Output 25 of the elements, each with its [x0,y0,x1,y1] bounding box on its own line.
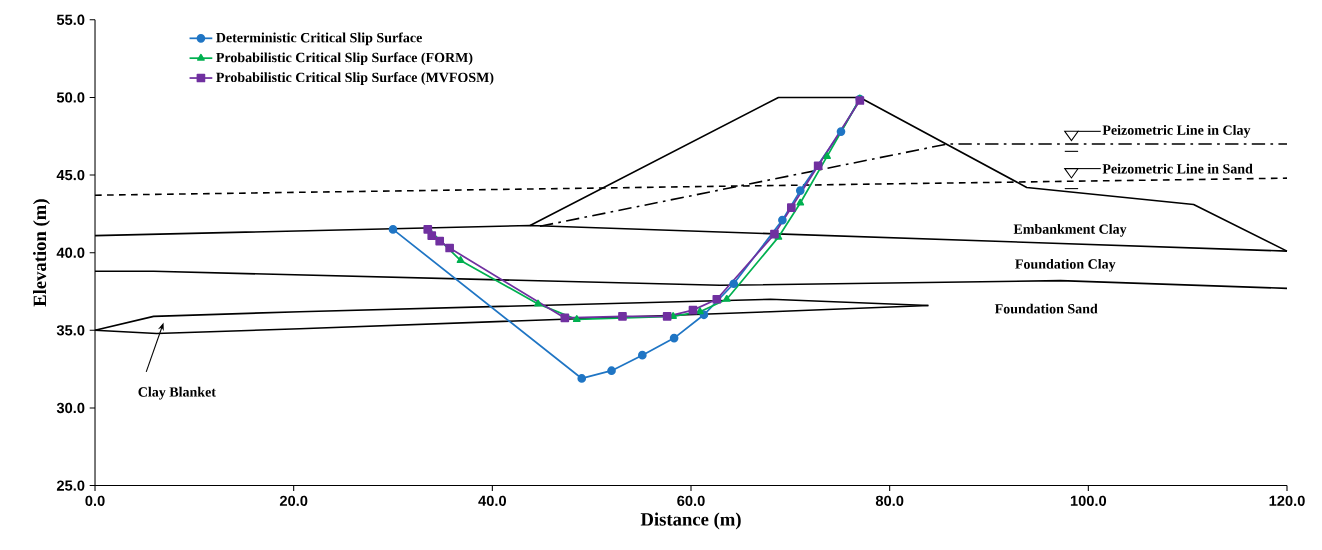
x-tick-label: 40.0 [478,495,506,507]
y-tick-label: 55.0 [56,14,85,25]
x-tick-label: 80.0 [875,495,904,507]
annotation: Foundation Sand [994,303,1098,314]
legend-label: Probabilistic Critical Slip Surface (MVFOSM) [216,72,494,85]
annotation: Embankment Clay [1013,223,1127,237]
annotation: Foundation Clay [1015,258,1116,272]
x-tick-label: 0.0 [85,495,105,507]
y-tick-label: 45.0 [56,169,85,181]
x-axis-title: Distance (m) [640,512,741,530]
x-tick-label: 100.0 [1070,495,1107,507]
annotation: Peizometric Line in Sand [1102,163,1253,174]
y-axis-title: Elevation (m) [33,199,50,307]
legend-label: Deterministic Critical Slip Surface [216,32,422,46]
y-tick-label: 30.0 [56,402,85,414]
x-tick-label: 60.0 [677,495,705,507]
y-tick-label: 40.0 [56,247,85,258]
annotation: Clay Blanket [138,386,216,400]
y-tick-label: 25.0 [56,480,85,491]
annotation: Peizometric Line in Clay [1102,124,1251,138]
x-tick-label: 120.0 [1269,495,1305,507]
legend-label: Probabilistic Critical Slip Surface (FORM) [216,52,473,66]
x-tick-label: 20.0 [279,495,308,507]
y-tick-label: 35.0 [56,325,85,336]
y-tick-label: 50.0 [56,92,85,103]
